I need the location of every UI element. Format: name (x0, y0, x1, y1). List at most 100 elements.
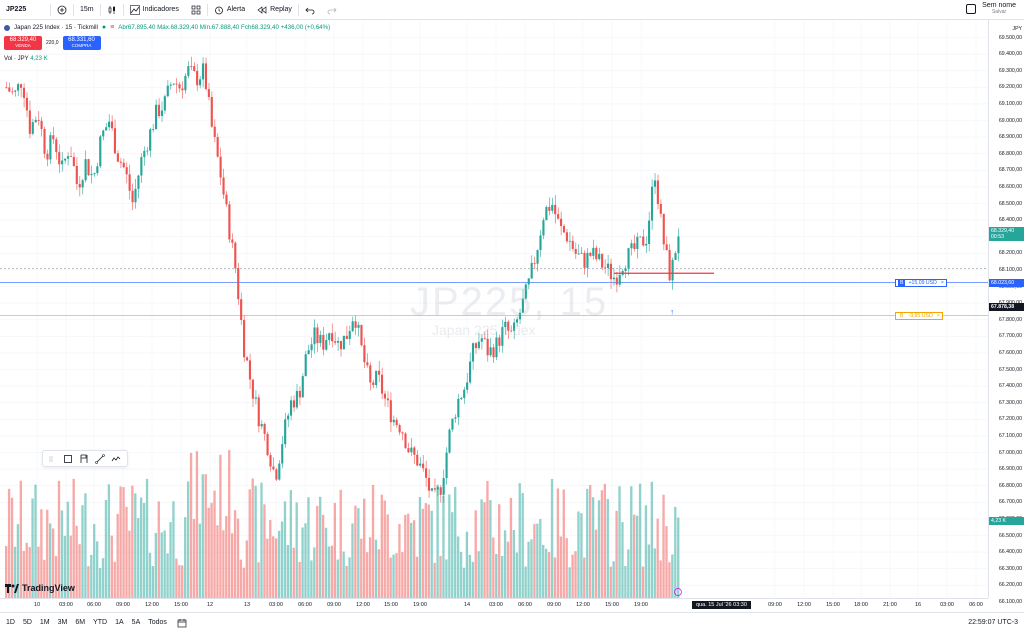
candle-body (633, 243, 636, 249)
volume-bar (401, 552, 404, 598)
redo-button[interactable] (321, 0, 343, 20)
candle-body (460, 397, 463, 399)
volume-bar (515, 552, 518, 598)
position-label-2[interactable]: B -9,95 USD × (895, 311, 943, 320)
legend-ohlc: Abr67.895,40 Máx.68.329,40 Mín.67.888,40… (118, 24, 331, 31)
range-button-3m[interactable]: 3M (57, 619, 68, 626)
range-button-5a[interactable]: 5A (131, 619, 141, 626)
close-icon[interactable]: × (940, 279, 944, 286)
buy-price: 68.331,60 (68, 37, 95, 43)
volume-bar (627, 549, 630, 598)
range-button-1a[interactable]: 1A (115, 619, 124, 626)
candle-body (275, 469, 278, 480)
trendline-tool-icon[interactable] (95, 453, 105, 464)
chart-pane[interactable]: ↑ (0, 20, 988, 598)
indicators-button[interactable]: Indicadores (124, 0, 185, 20)
workspace-text: Sem nome Salvar (982, 2, 1016, 16)
price-tick-label: 66.300,00 (998, 565, 1022, 572)
volume-bar (192, 519, 196, 598)
candle-body (234, 242, 237, 269)
time-tick-label: 09:00 (116, 602, 130, 608)
candle-body (245, 357, 249, 361)
interval-button[interactable]: 15m (80, 6, 94, 13)
candle-body (175, 83, 178, 85)
volume-bar (233, 510, 237, 598)
replay-button[interactable]: Replay (251, 0, 298, 20)
volume-bar (591, 497, 595, 598)
candle-body (328, 333, 331, 341)
candle-body (66, 156, 70, 159)
path-tool-icon[interactable] (111, 454, 121, 464)
candle-body (668, 249, 671, 281)
candle-body (11, 91, 14, 93)
position-label-1[interactable]: B +15,09 USD × (895, 278, 947, 287)
time-tick-label: 06:00 (969, 602, 983, 608)
volume-bar (210, 502, 213, 598)
volume-bar (330, 545, 334, 598)
templates-button[interactable] (185, 0, 207, 20)
candle-body (427, 477, 431, 491)
candle-body (648, 220, 651, 244)
volume-bar (442, 495, 445, 598)
clock-timezone[interactable]: 22:59:07 UTC-3 (968, 619, 1018, 626)
workspace-save[interactable]: Salvar (991, 9, 1007, 15)
candle-body (589, 252, 592, 256)
price-chart[interactable]: ↑ (0, 20, 988, 598)
volume-bar (40, 509, 43, 598)
divider (73, 3, 74, 16)
tradingview-logo[interactable]: TradingView (5, 583, 75, 593)
volume-bar (424, 503, 428, 598)
price-tick-label: 67.300,00 (998, 399, 1022, 406)
chart-type-button[interactable] (101, 0, 123, 20)
symbol-search[interactable]: JP225 (6, 6, 27, 13)
candle-body (454, 417, 457, 419)
event-marker-icon[interactable] (674, 588, 682, 596)
range-button-todos[interactable]: Todos (148, 619, 167, 626)
alert-button[interactable]: Alerta (208, 0, 251, 20)
candle-body (348, 331, 351, 339)
candle-body (404, 433, 407, 449)
volume-bar (468, 554, 472, 598)
currency-label[interactable]: JPY (1012, 26, 1022, 32)
rectangle-tool-icon[interactable] (63, 454, 73, 464)
volume-bar (477, 551, 480, 598)
volume-bar (289, 490, 293, 598)
volume-bar (583, 557, 586, 598)
volume-bar (659, 560, 662, 598)
range-button-ytd[interactable]: YTD (93, 619, 108, 626)
candle-body (430, 488, 433, 491)
range-button-6m[interactable]: 6M (75, 619, 86, 626)
volume-bar (336, 559, 339, 598)
position-tool-icon[interactable] (79, 454, 89, 464)
volume-bar (95, 541, 99, 598)
sell-button[interactable]: 68.329,40 VENDA (4, 36, 42, 50)
volume-bar (445, 559, 448, 598)
undo-button[interactable] (299, 0, 321, 20)
volume-bar (107, 484, 111, 598)
calendar-icon[interactable] (177, 618, 187, 628)
legend-title[interactable]: Japan 225 Index · 15 · Tickmill (14, 24, 98, 31)
workspace[interactable]: Sem nome Salvar (966, 2, 1016, 16)
bottom-toolbar: 1D 5D 1M 3M 6M YTD 1A 5A Todos 22:59:07 UTC-3 (0, 612, 1024, 632)
close-icon[interactable]: × (936, 312, 940, 319)
candle-body (413, 447, 416, 455)
candle-body (422, 463, 425, 469)
flag-icon: ≡ (110, 24, 115, 31)
drag-handle-icon[interactable] (47, 454, 57, 464)
range-button-5d[interactable]: 5D (22, 619, 32, 626)
range-button-1m[interactable]: 1M (39, 619, 50, 626)
volume-bar (365, 552, 369, 598)
compare-button[interactable] (51, 0, 73, 20)
candle-body (160, 110, 163, 116)
volume-bar (506, 541, 510, 598)
volume-bar (7, 488, 11, 598)
volume-bar (316, 505, 319, 598)
buy-button[interactable]: 68.331,60 COMPRA (62, 36, 101, 50)
sell-label: VENDA (15, 43, 31, 48)
time-axis[interactable]: 10 03:00 06:00 09:00 12:00 15:00 12 13 03:00 06:0… (0, 598, 988, 612)
volume-bar (474, 510, 477, 598)
volume-bar (307, 497, 310, 598)
range-button-1d[interactable]: 1D (6, 619, 15, 626)
candle-body (372, 382, 375, 386)
volume-bar (656, 518, 659, 598)
